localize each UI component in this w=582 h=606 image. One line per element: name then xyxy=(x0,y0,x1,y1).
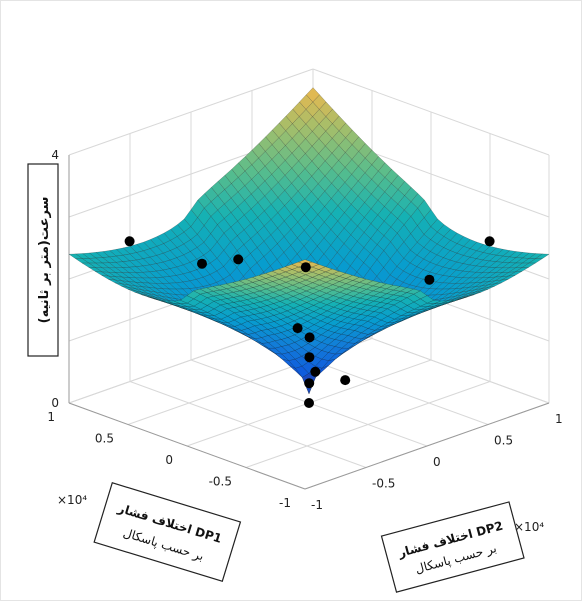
dp1-tick-label: 1 xyxy=(47,410,55,424)
measured-point xyxy=(233,254,244,265)
measured-point xyxy=(484,236,495,247)
measured-point xyxy=(310,366,321,377)
z-axis-label-box xyxy=(27,163,59,357)
dp2-tick-label: -0.5 xyxy=(372,477,395,491)
dp2-axis-label-group: اختلاف فشار DP2 بر حسب پاسکال xyxy=(380,501,525,593)
dp2-tick-label: 0 xyxy=(433,455,441,469)
measured-point xyxy=(304,378,315,389)
back-wall-right-hgrid xyxy=(312,68,550,156)
measured-point xyxy=(300,262,311,273)
dp2-tick-label: 0.5 xyxy=(494,434,513,448)
dp2-exponent-label: ×10⁴ xyxy=(514,520,544,534)
z-tick-label: 4 xyxy=(51,148,59,162)
dp2-axis-edge xyxy=(304,402,550,490)
dp1-axis-label-group: اختلاف فشار DP1 بر حسب پاسکال xyxy=(93,482,242,583)
measured-point xyxy=(124,236,135,247)
measured-point xyxy=(340,375,351,386)
dp1-axis-edge xyxy=(68,402,306,490)
dp1-exponent-label: ×10⁴ xyxy=(57,493,87,507)
z-tick-label: 0 xyxy=(51,396,59,410)
dp1-axis-label-box xyxy=(93,482,242,583)
measured-point xyxy=(424,274,435,285)
dp2-axis-label-box xyxy=(380,501,525,593)
dp2-tick-label: -1 xyxy=(311,498,323,512)
measured-point xyxy=(304,398,314,408)
dp1-tick-label: 0.5 xyxy=(95,432,114,446)
measured-points xyxy=(124,236,495,408)
dp1-tick-label: -1 xyxy=(279,496,291,510)
surface-mesh xyxy=(68,87,550,395)
measured-point xyxy=(197,258,207,269)
dp2-tick-label: 1 xyxy=(555,412,563,426)
measured-point xyxy=(304,352,315,363)
dp1-tick-label: -0.5 xyxy=(209,475,232,489)
measured-point xyxy=(304,332,315,343)
back-wall-left-hgrid xyxy=(68,68,314,156)
dp1-tick-label: 0 xyxy=(165,453,173,467)
z-axis-label: سرعت(متر بر ثانیه) xyxy=(37,197,52,324)
measured-point xyxy=(292,323,303,334)
